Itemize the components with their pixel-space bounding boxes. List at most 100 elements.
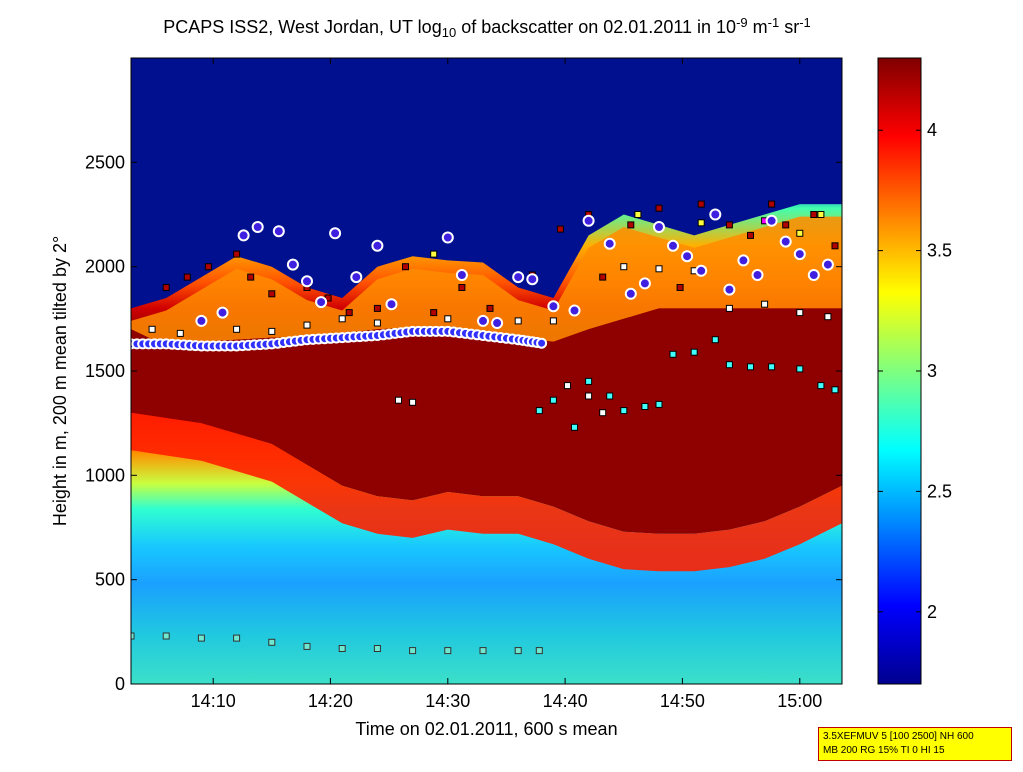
upper-layer-circle-marker (793, 248, 806, 261)
upper-layer-circle-marker (821, 258, 834, 271)
y-tick-label: 1500 (85, 361, 125, 381)
upper-layer-circle-marker (779, 235, 792, 248)
colorbar-ticks: 2 2.5 3 3.5 4 (878, 120, 952, 622)
upper-layer-circle-marker (237, 229, 250, 242)
dark-red-square-marker (655, 204, 663, 212)
cyan-square-marker (711, 336, 719, 344)
dark-red-square-marker (768, 200, 776, 208)
cyan-square-marker (571, 423, 578, 431)
cyan-square-marker (725, 361, 733, 369)
x-tick-label: 15:00 (777, 691, 822, 711)
upper-layer-circle-marker (547, 300, 560, 313)
colorbar (877, 57, 922, 685)
upper-layer-circle-marker (765, 214, 778, 227)
dark-red-square-marker (486, 304, 494, 312)
parameter-info-box: 3.5XEFMUV 5 [100 2500] NH 600 MB 200 RG … (818, 727, 1012, 761)
upper-layer-circle-marker (315, 296, 328, 309)
white-square-marker (824, 313, 832, 321)
dark-red-square-marker (697, 200, 705, 208)
dark-red-square-marker (162, 284, 170, 291)
cyan-square-marker (549, 396, 557, 404)
dark-red-square-marker (373, 304, 381, 312)
white-square-marker (585, 392, 593, 400)
yellow-square-marker (817, 211, 825, 218)
white-square-marker (655, 265, 663, 273)
ground-level-square-marker (233, 634, 241, 642)
y-axis-label: Height in m, 200 m mean tilted by 2° (50, 236, 70, 526)
upper-layer-circle-marker (568, 304, 581, 317)
y-tick-label: 500 (95, 570, 125, 590)
cyan-square-marker (641, 403, 649, 410)
white-square-marker (725, 304, 733, 312)
cyan-square-marker (655, 400, 663, 408)
x-tick-label: 14:10 (191, 691, 236, 711)
white-square-marker (303, 321, 311, 329)
white-square-marker (338, 315, 346, 323)
x-axis-label: Time on 02.01.2011, 600 s mean (355, 719, 617, 739)
x-tick-label: 14:50 (660, 691, 705, 711)
dark-red-square-marker (402, 263, 409, 271)
upper-layer-circle-marker (667, 239, 679, 252)
upper-layer-circle-marker (695, 264, 708, 277)
dark-red-square-marker (747, 231, 754, 239)
upper-layer-circle-marker (301, 275, 313, 288)
ground-level-square-marker (131, 632, 135, 640)
dark-red-square-marker (810, 211, 818, 218)
cyan-square-marker (535, 407, 543, 415)
cyan-square-marker (620, 407, 628, 415)
y-axis: 0 500 1000 1500 2000 2500 (85, 152, 842, 694)
cyan-square-marker (690, 348, 698, 356)
upper-layer-circle-marker (195, 314, 208, 327)
title-part: 10 (442, 25, 456, 40)
ground-level-square-marker (338, 645, 346, 652)
white-square-marker (373, 319, 381, 327)
title-part: sr (779, 17, 799, 37)
cyan-square-marker (606, 392, 614, 400)
y-tick-label: 0 (115, 674, 125, 694)
upper-layer-circle-marker (371, 239, 384, 252)
title-part: m (748, 17, 768, 37)
upper-layer-circle-marker (582, 214, 595, 227)
upper-layer-circle-marker (286, 258, 299, 271)
chart-title-text: PCAPS ISS2, West Jordan, UT log10 of bac… (163, 15, 811, 40)
white-square-marker (599, 409, 607, 417)
upper-layer-circle-marker (653, 221, 665, 233)
dark-red-square-marker (676, 284, 684, 291)
white-square-marker (148, 325, 156, 333)
white-square-marker (761, 300, 769, 308)
dark-red-square-marker (430, 309, 438, 317)
y-tick-label: 2500 (85, 152, 125, 172)
colorbar-tick-label: 3.5 (927, 241, 952, 261)
upper-layer-circle-marker (681, 250, 694, 263)
colorbar-tick-label: 3 (927, 361, 937, 381)
dark-red-square-marker (268, 290, 276, 298)
colorbar-tick-label: 2 (927, 602, 937, 622)
ground-level-square-marker (409, 647, 417, 655)
cyan-square-marker (796, 365, 804, 373)
yellow-square-marker (796, 229, 804, 237)
white-square-marker (233, 325, 241, 333)
layer-base-transition (131, 412, 842, 572)
title-part: PCAPS ISS2, West Jordan, UT log (163, 17, 441, 37)
title-part: -1 (799, 15, 811, 30)
ground-level-square-marker (535, 647, 543, 655)
upper-layer-circle-marker (737, 254, 750, 267)
ground-level-square-marker (514, 647, 522, 655)
cyan-square-marker (585, 377, 593, 385)
upper-layer-circle-marker (272, 225, 285, 238)
ground-level-square-marker (197, 634, 205, 642)
cyan-square-marker (669, 350, 677, 358)
cyan-square-marker (768, 363, 776, 371)
aerosol-plume-band (131, 216, 842, 346)
yellow-square-marker (430, 250, 438, 258)
dense-aerosol-layer (131, 308, 842, 534)
upper-layer-circle-marker (709, 208, 722, 221)
upper-layer-circle-marker (216, 306, 229, 319)
cyan-square-marker (831, 386, 839, 394)
upper-layer-circle-marker (638, 277, 651, 290)
upper-layer-circle-marker (477, 314, 489, 327)
upper-layer-circle-marker (455, 269, 468, 281)
upper-layer-circle-marker (751, 269, 764, 281)
cyan-square-marker (747, 363, 754, 371)
